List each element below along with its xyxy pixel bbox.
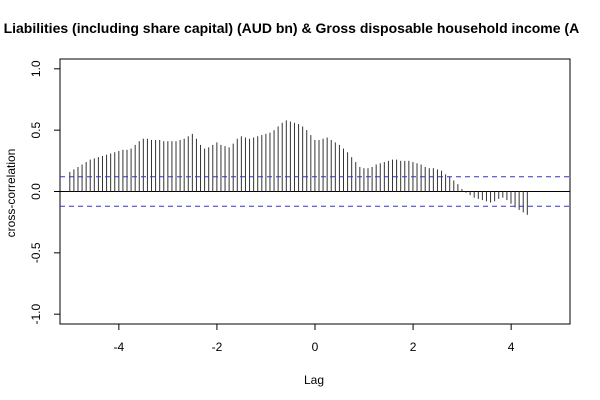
y-tick-label: 1.0: [29, 60, 43, 77]
y-tick-label: -1.0: [29, 304, 43, 325]
y-axis: -1.0 -0.5 0.0 0.5 1.0: [29, 60, 60, 325]
x-tick-label: 4: [508, 340, 515, 354]
x-tick-label: 2: [410, 340, 417, 354]
y-axis-label: cross-correlation: [4, 149, 18, 238]
ccf-bars: [69, 120, 528, 215]
x-axis-label: Lag: [304, 373, 324, 387]
x-tick-label: 0: [312, 340, 319, 354]
x-axis: -4 -2 0 2 4: [114, 324, 515, 354]
x-tick-label: -2: [212, 340, 223, 354]
y-tick-label: 0.5: [29, 121, 43, 138]
y-tick-label: 0.0: [29, 183, 43, 200]
x-tick-label: -4: [114, 340, 125, 354]
y-tick-label: -0.5: [29, 242, 43, 263]
chart-title: al Liabilities (including share capital)…: [0, 20, 579, 36]
confidence-bounds: [60, 176, 570, 207]
